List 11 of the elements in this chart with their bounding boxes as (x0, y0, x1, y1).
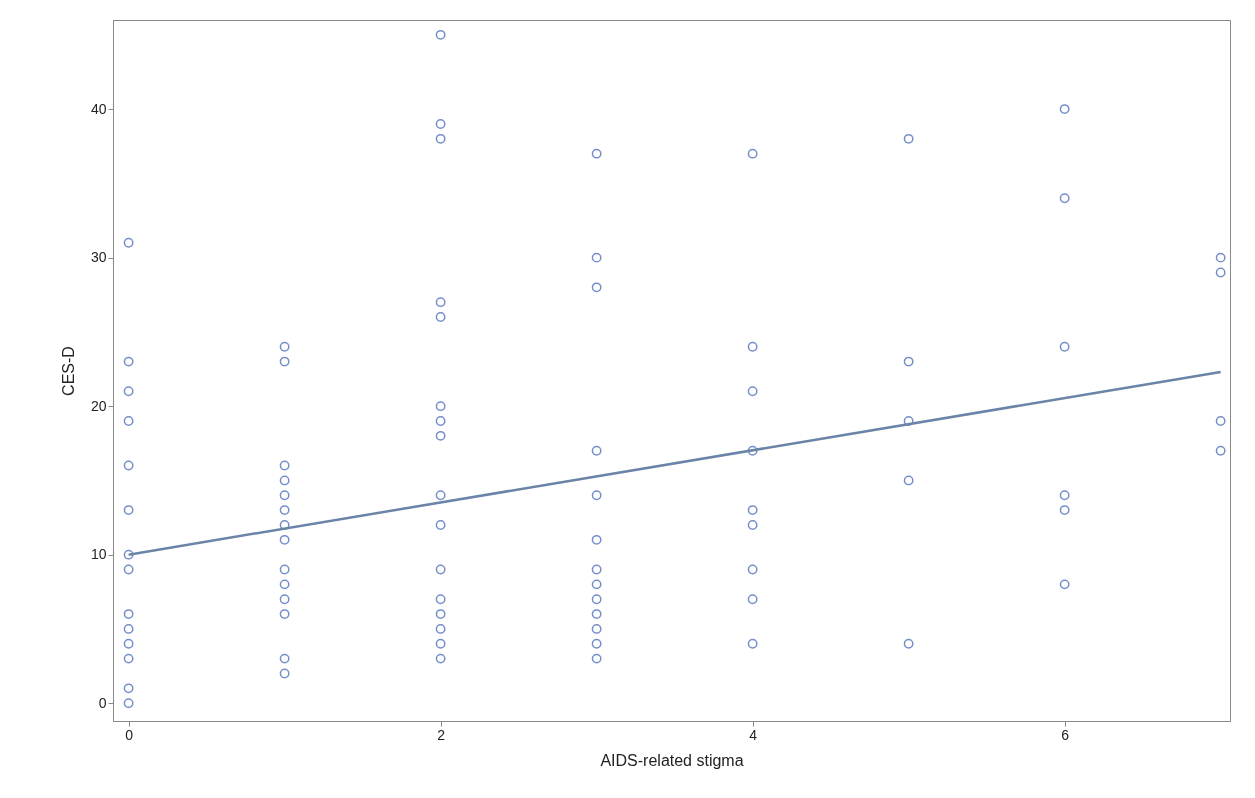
x-tick-label: 6 (1061, 726, 1070, 743)
y-tick-label: 10 (90, 546, 107, 563)
x-tick-label: 0 (125, 726, 134, 743)
y-tick-label: 30 (90, 249, 107, 266)
x-axis-title: AIDS-related stigma (600, 751, 744, 769)
y-tick-label: 40 (90, 100, 107, 117)
x-tick-label: 2 (437, 726, 446, 743)
y-tick-label: 0 (98, 694, 107, 711)
y-tick-label: 20 (90, 397, 107, 414)
y-axis-title: CES-D (59, 346, 77, 396)
x-tick-label: 4 (749, 726, 758, 743)
